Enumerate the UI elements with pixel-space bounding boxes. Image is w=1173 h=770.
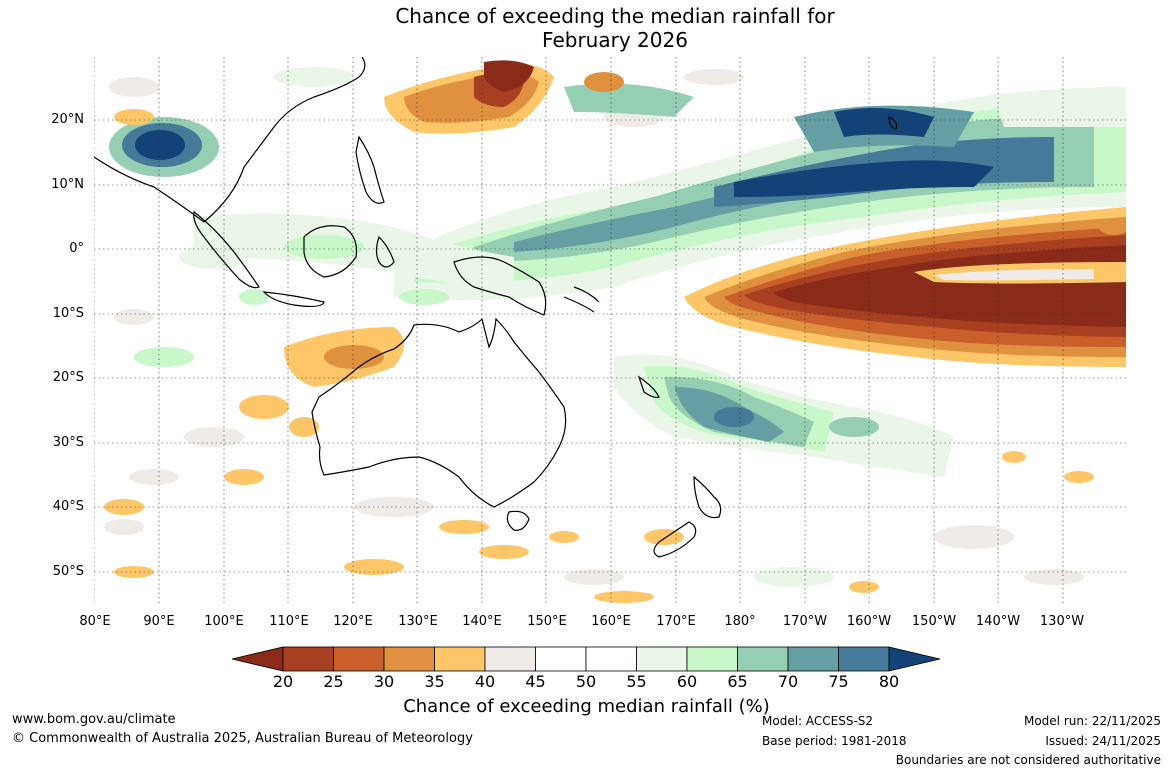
lon-label-140e: 140°E	[462, 614, 502, 629]
graticule	[94, 57, 1126, 604]
colorbar-segment	[737, 646, 789, 672]
colorbar-tick-label: 45	[525, 672, 546, 691]
colorbar-tick-label: 20	[272, 672, 294, 691]
colorbar-tick-label: 35	[424, 672, 445, 691]
colorbar-tick-label: 70	[777, 672, 799, 691]
dry-anomaly-equatorial-pacific	[684, 207, 1126, 367]
wet-anomaly-bay-of-bengal	[109, 117, 219, 177]
footer-model-run: Model run: 22/11/2025	[1023, 714, 1161, 728]
coastline-australia	[311, 317, 567, 508]
footer-issued: Issued: 24/11/2025	[1045, 734, 1161, 748]
colorbar-segment	[282, 646, 334, 672]
lon-label-140w: 140°W	[975, 614, 1021, 629]
colorbar-segment	[787, 646, 839, 672]
colorbar-tick-label: 80	[878, 672, 900, 691]
coastline-new-guinea	[453, 256, 547, 316]
footer-website: www.bom.gov.au/climate	[12, 712, 176, 727]
lat-label-0: 0°	[69, 241, 84, 256]
lon-label-150w: 150°W	[911, 614, 957, 629]
colorbar-segment	[838, 646, 890, 672]
wet-anomaly-sw-pacific	[614, 354, 954, 477]
dry-anomaly-southern-ocean	[104, 109, 1126, 603]
coastline-hawaii	[888, 116, 898, 130]
coastline-java	[262, 291, 325, 308]
lat-label-50s: 50°S	[52, 564, 84, 579]
colorbar-title: Chance of exceeding median rainfall (%)	[403, 696, 770, 717]
coastline-philippines	[355, 135, 385, 204]
lat-label-10n: 10°N	[51, 177, 84, 192]
footer-copyright: © Commonwealth of Australia 2025, Austra…	[12, 731, 473, 746]
colorbar-tick-label: 25	[323, 672, 344, 691]
coastline-sumatra	[193, 210, 260, 289]
coastline-new-zealand-north	[693, 475, 722, 519]
lon-label-120e: 120°E	[333, 614, 373, 629]
colorbar-tick-label: 75	[828, 672, 849, 691]
colorbar	[232, 646, 940, 672]
colorbar-arrow-low	[232, 646, 284, 672]
chart-title: Chance of exceeding the median rainfall …	[0, 4, 1173, 52]
lon-label-160e: 160°E	[591, 614, 631, 629]
dry-anomaly-north-west-pacific	[384, 60, 624, 134]
colorbar-tick-label: 50	[575, 672, 597, 691]
title-line-1: Chance of exceeding the median rainfall …	[395, 4, 835, 28]
lon-label-90e: 90°E	[143, 614, 175, 629]
colorbar-segment	[585, 646, 637, 672]
colorbar-tick-label: 65	[727, 672, 748, 691]
coastline-tasmania	[506, 510, 530, 531]
colorbar-arrow-high	[888, 646, 940, 672]
lon-label-100e: 100°E	[204, 614, 244, 629]
lon-label-150e: 150°E	[527, 614, 567, 629]
colorbar-tick-label: 40	[474, 672, 496, 691]
colorbar-segment	[484, 646, 536, 672]
lat-label-20n: 20°N	[51, 112, 84, 127]
colorbar-segment	[333, 646, 385, 672]
lon-label-170e: 170°E	[656, 614, 696, 629]
footer-boundaries: Boundaries are not considered authoritat…	[895, 753, 1161, 767]
footer-base-period: Base period: 1981-2018	[762, 734, 907, 748]
lon-label-130w: 130°W	[1039, 614, 1085, 629]
lon-label-170w: 170°W	[782, 614, 828, 629]
colorbar-tick-label: 55	[626, 672, 647, 691]
lat-label-20s: 20°S	[52, 370, 84, 385]
lon-label-110e: 110°E	[269, 614, 309, 629]
coastline-new-zealand-south	[653, 521, 697, 558]
coastline-solomons	[563, 286, 600, 313]
lat-label-40s: 40°S	[52, 499, 84, 514]
coastlines	[94, 57, 898, 558]
lat-label-10s: 10°S	[52, 306, 84, 321]
lon-label-180: 180°	[724, 614, 756, 629]
lon-label-130e: 130°E	[398, 614, 438, 629]
coastline-new-caledonia	[637, 375, 660, 399]
colorbar-tick-label: 60	[676, 672, 698, 691]
lat-label-30s: 30°S	[52, 435, 84, 450]
rainfall-map	[94, 57, 1126, 604]
footer-model: Model: ACCESS-S2	[762, 714, 874, 728]
colorbar-tick-label: 30	[373, 672, 395, 691]
wet-anomaly-north-pacific	[394, 83, 1126, 301]
colorbar-segment	[535, 646, 587, 672]
coastline-borneo	[303, 225, 358, 278]
lon-label-80e: 80°E	[79, 614, 111, 629]
colorbar-segment	[434, 646, 486, 672]
lon-label-160w: 160°W	[846, 614, 892, 629]
colorbar-segment	[686, 646, 738, 672]
coastline-sulawesi	[375, 235, 395, 268]
colorbar-segment	[383, 646, 435, 672]
dry-anomaly-nw-australia	[224, 327, 404, 485]
colorbar-segment	[636, 646, 688, 672]
title-line-2: February 2026	[542, 28, 688, 52]
coastline-se-asia	[94, 57, 366, 223]
